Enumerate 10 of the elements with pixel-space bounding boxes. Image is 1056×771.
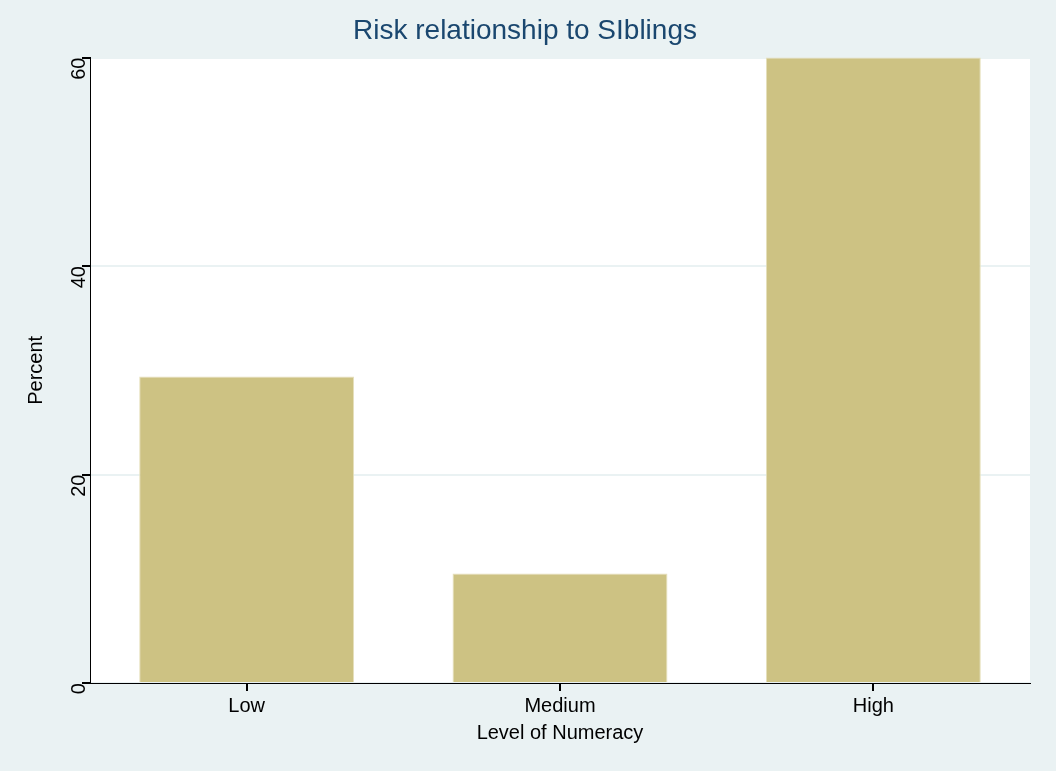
x-tick-label: Low bbox=[228, 693, 266, 716]
y-tick-label: 40 bbox=[66, 266, 89, 289]
y-axis-title: Percent bbox=[23, 335, 46, 405]
chart-title: Risk relationship to SIblings bbox=[353, 13, 697, 45]
x-axis-title: Level of Numeracy bbox=[476, 720, 644, 743]
y-tick-label: 0 bbox=[66, 683, 89, 695]
y-tick-label: 20 bbox=[66, 474, 89, 497]
x-tick-label: High bbox=[852, 693, 894, 716]
y-tick-label: 60 bbox=[66, 57, 89, 80]
x-tick-label: Medium bbox=[524, 693, 596, 716]
